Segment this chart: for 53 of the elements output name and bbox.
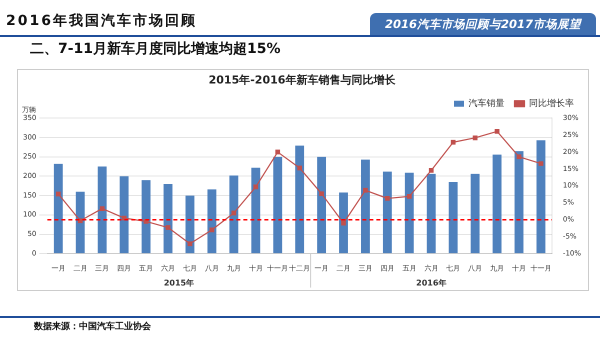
point [363,188,368,193]
point [494,129,500,134]
point [406,194,412,199]
bar [76,192,85,254]
point [188,241,192,246]
point [319,191,324,196]
chart-subtitle: 二、7-11月新车月度同比增速均超15% [30,40,281,58]
point [122,216,127,220]
point [385,196,390,201]
bar [514,151,524,254]
chart-title: 2015年-2016年新车销售与同比增长 [208,73,396,86]
bar [98,166,107,254]
bar [492,154,502,254]
bar [317,156,326,254]
bar [207,189,216,254]
bar [164,184,172,254]
point [100,206,105,211]
bar [404,172,414,254]
source-note: 数据来源：中国汽车工业协会 [34,320,151,333]
bar [448,182,458,254]
bar [120,176,129,254]
bar [382,172,392,254]
point [166,225,170,230]
point [210,228,214,232]
bar [229,175,238,254]
text: 2016年 [416,278,446,288]
point [253,184,258,190]
point [428,168,434,173]
point [275,150,280,154]
legend-label: 汽车销量 [468,98,504,110]
point [450,140,456,145]
bar [536,140,546,254]
text: 2015年 [164,278,194,288]
bar [339,192,348,254]
point [231,210,236,216]
point [341,220,346,226]
bar [361,160,370,254]
bar [295,146,304,254]
bar [251,168,260,254]
bar [470,174,480,254]
point [56,192,61,196]
point [516,154,522,160]
bar [142,180,151,254]
bar [54,164,63,254]
point [472,135,478,140]
bar [273,156,282,254]
bar [426,174,436,254]
bar [186,196,194,254]
legend-label: 同比增长率 [529,98,574,110]
point [538,161,544,166]
text: 2016汽车市场回顾与2017市场展望 [370,13,596,35]
text: 2016年我国汽车市场回顾 [6,12,197,30]
point [297,166,302,170]
